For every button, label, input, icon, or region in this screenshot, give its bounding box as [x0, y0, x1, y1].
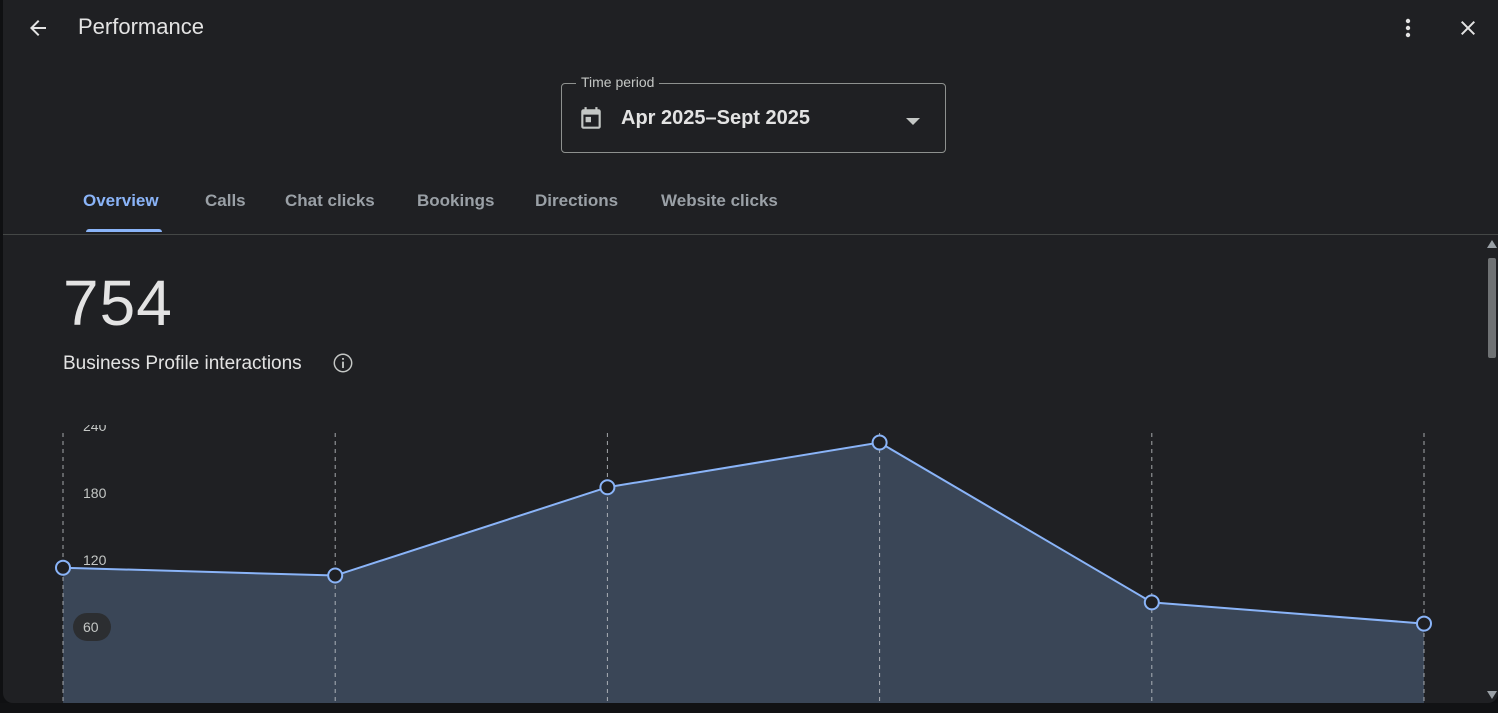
- scroll-thumb[interactable]: [1488, 258, 1496, 358]
- series-line: [62, 441, 1425, 625]
- chart-area-fill: [63, 442, 1424, 703]
- y-tick-60: 60: [83, 619, 99, 635]
- data-point-jul: [871, 434, 888, 451]
- data-point-may: [327, 567, 344, 584]
- interactions-chart: 60 120 180 240: [55, 425, 1432, 703]
- scroll-up-arrow-icon[interactable]: [1487, 240, 1497, 248]
- data-point-jun: [599, 479, 616, 496]
- time-period-select[interactable]: Time period Apr 2025–Sept 2025: [561, 74, 946, 153]
- close-icon: [1461, 21, 1475, 35]
- y-tick-120: 120: [83, 552, 107, 568]
- tab-calls[interactable]: Calls: [205, 191, 246, 210]
- dropdown-arrow-icon: [906, 113, 920, 131]
- page-title: Performance: [78, 14, 204, 39]
- time-period-value: Apr 2025–Sept 2025: [621, 107, 811, 129]
- more-options-button[interactable]: [1388, 8, 1428, 48]
- close-button[interactable]: [1448, 8, 1488, 48]
- tab-chat-clicks[interactable]: Chat clicks: [285, 191, 375, 210]
- total-interactions-value: 754: [63, 267, 173, 339]
- active-tab-indicator: [86, 229, 162, 232]
- y-tick-180: 180: [83, 485, 107, 501]
- time-period-label: Time period: [576, 74, 660, 90]
- arrow-back-icon: [30, 20, 46, 36]
- more-vert-icon: [1405, 18, 1411, 38]
- data-point-apr: [55, 559, 71, 576]
- tab-website-clicks[interactable]: Website clicks: [661, 191, 778, 210]
- background-strip: [0, 703, 1498, 713]
- tab-bar: Overview Calls Chat clicks Bookings Dire…: [3, 176, 1498, 235]
- data-point-aug: [1143, 594, 1160, 611]
- calendar-icon: [578, 106, 604, 137]
- scrollbar[interactable]: [1485, 236, 1498, 703]
- info-icon[interactable]: [332, 352, 354, 379]
- tab-overview[interactable]: Overview: [83, 191, 159, 210]
- scroll-down-arrow-icon[interactable]: [1487, 691, 1497, 699]
- top-app-bar: Performance: [3, 0, 1498, 56]
- tick-badge-60: [73, 612, 111, 641]
- metric-label: Business Profile interactions: [63, 353, 302, 374]
- tab-directions[interactable]: Directions: [535, 191, 619, 210]
- y-tick-240: 240: [83, 425, 107, 434]
- back-button[interactable]: [18, 8, 58, 48]
- data-point-sep: [1416, 615, 1432, 632]
- tab-bookings[interactable]: Bookings: [417, 191, 495, 210]
- performance-panel: Performance Time period Apr 2025–Sept 20…: [3, 0, 1498, 703]
